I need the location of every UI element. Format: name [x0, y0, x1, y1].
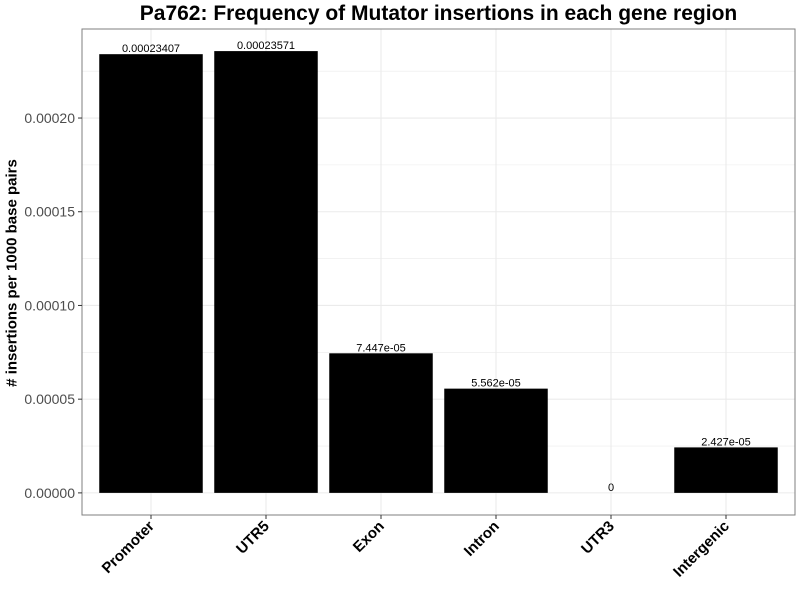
y-tick-label: 0.00020: [24, 110, 75, 126]
data-label: 0.00023407: [122, 43, 180, 55]
bars-layer: [99, 51, 778, 493]
data-label: 2.427e-05: [701, 436, 751, 448]
panel-border: [81, 28, 796, 516]
chart-title: Pa762: Frequency of Mutator insertions i…: [139, 2, 738, 25]
x-tick-label-intergenic: Intergenic: [670, 518, 733, 581]
bar-exon: [329, 353, 433, 493]
y-tick-label: 0.00000: [24, 485, 75, 501]
y-tick-label: 0.00005: [24, 391, 75, 407]
data-label: 5.562e-05: [471, 378, 521, 390]
data-label: 7.447e-05: [356, 342, 406, 354]
bar-promoter: [99, 54, 203, 493]
x-tick-label-promoter: Promoter: [99, 518, 158, 577]
y-tick-label: 0.00010: [24, 297, 75, 313]
bar-intergenic: [674, 447, 778, 493]
data-labels-layer: 0.00023407 0.00023571 7.447e-05 5.562e-05 0 2…: [122, 40, 751, 494]
x-tick-label-intron: Intron: [461, 518, 503, 560]
x-tick-label-exon: Exon: [350, 518, 388, 556]
bar-utr5: [214, 51, 318, 493]
y-tick-label: 0.00015: [24, 204, 75, 220]
x-tick-label-utr3: UTR3: [578, 518, 618, 558]
x-tick-label-utr5: UTR5: [233, 518, 273, 558]
bar-intron: [444, 388, 548, 493]
data-label: 0.00023571: [237, 40, 295, 52]
data-label: 0: [608, 482, 614, 494]
